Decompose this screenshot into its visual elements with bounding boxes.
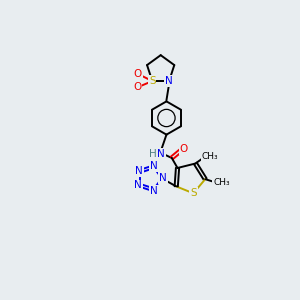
Text: H: H [149, 149, 157, 159]
Text: N: N [159, 173, 167, 183]
Text: N: N [150, 161, 158, 171]
Text: O: O [180, 144, 188, 154]
Text: CH₃: CH₃ [213, 178, 230, 187]
Text: N: N [150, 186, 158, 196]
Text: O: O [134, 69, 142, 80]
Text: CH₃: CH₃ [202, 152, 218, 161]
Text: S: S [149, 76, 156, 86]
Text: N: N [135, 166, 143, 176]
Text: N: N [134, 180, 142, 190]
Text: N: N [157, 149, 165, 159]
Text: O: O [133, 82, 141, 92]
Text: N: N [165, 76, 173, 86]
Text: S: S [190, 188, 197, 198]
